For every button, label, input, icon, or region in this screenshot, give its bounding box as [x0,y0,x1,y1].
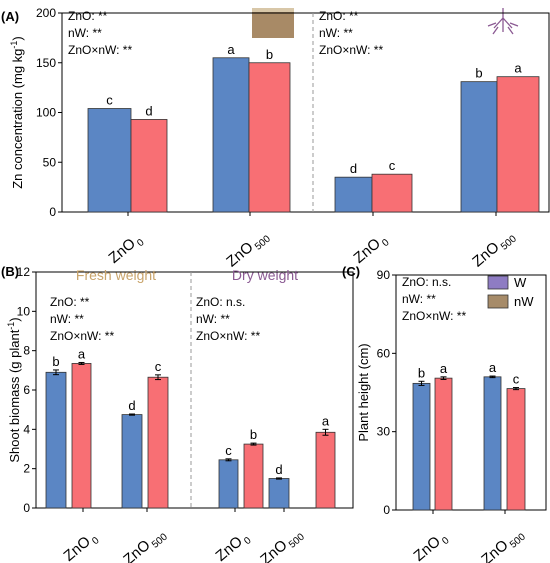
x-category-label: ZnO500 [478,524,528,563]
significance-letter: c [513,372,520,387]
bar-W [334,176,373,213]
y-tick-label: 0 [383,503,390,517]
significance-letter: a [440,361,448,376]
stats-right: ZnO×nW: ** [319,43,383,57]
bar-nW [371,173,413,213]
stats-right: nW: ** [196,312,230,326]
plot-frame [395,274,547,511]
legend-label-W: W [514,275,527,290]
stats: ZnO: n.s. [402,275,451,289]
y-tick-label: 0 [49,205,56,219]
stats-left: nW: ** [68,26,102,40]
y-tick-label: 200 [36,6,56,20]
x-category-label: ZnO500 [469,226,519,272]
significance-letter: a [78,346,86,361]
stats-left: ZnO: ** [50,295,90,309]
x-category-label: ZnO500 [257,524,307,563]
y-tick-label: 60 [377,346,391,360]
panel-c: (C) 0 30 60 90 Plant height (cm) ZnO: n.s. nW: … [342,264,547,563]
bar-W [212,57,250,213]
legend-swatch-nW [487,294,509,309]
subtitle-fresh-weight: Fresh weight [76,267,156,283]
bar-nW [248,62,291,213]
y-tick-label: 0 [23,501,30,515]
y-tick-label: 6 [23,383,30,397]
significance-letter: b [250,427,257,442]
subtitle-dry-weight: Dry weight [232,267,298,283]
significance-letter: b [475,66,482,81]
legend-label-nW: nW [514,294,534,309]
bar-W [45,371,67,509]
y-tick-label: 10 [17,304,31,318]
significance-letter: a [514,61,522,76]
significance-letter: d [145,103,152,118]
significance-letter: a [322,413,330,428]
x-category-label: ZnO0 [61,528,102,563]
significance-letter: b [52,354,59,369]
x-category-label: ZnO0 [213,528,254,563]
y-tick-label: 4 [23,422,30,436]
significance-letter: d [275,462,282,477]
y-tick-label: 30 [377,425,391,439]
bar-W [483,376,502,511]
bar-nW [147,376,169,509]
y-tick-label: 90 [377,268,391,282]
bar-W [121,414,143,509]
stats-right: ZnO: ** [319,9,359,23]
panel-label: (C) [342,264,360,279]
significance-letter: c [225,443,232,458]
y-tick-label: 12 [17,265,31,279]
panel-a: (A) 0 50 100 150 200 Zn concentration (mg kg-1… [1,6,550,272]
bar-W [268,478,290,509]
stats-left: nW: ** [50,312,84,326]
bar-W [412,382,431,511]
y-axis-label: Plant height (cm) [356,343,371,441]
x-category-label: ZnO500 [120,524,170,563]
panel-label: (B) [1,264,19,279]
y-axis-label: Shoot biomass (g plant-1) [6,317,22,462]
stats-right: ZnO×nW: ** [196,329,260,343]
bar-W [460,81,498,213]
significance-letter: d [128,398,135,413]
bar-W [87,108,132,213]
stats-left: ZnO×nW: ** [50,329,114,343]
bar-nW [71,363,92,509]
x-category-label: ZnO500 [223,226,273,272]
significance-letter: c [155,359,162,374]
x-category-label: ZnO0 [411,528,452,563]
significance-letter: d [350,161,357,176]
legend-swatch-W [487,275,509,290]
stats: nW: ** [402,292,436,306]
y-tick-label: 100 [36,106,56,120]
stats-left: ZnO×nW: ** [68,43,132,57]
bar-nW [130,119,168,213]
panel-label: (A) [1,9,19,24]
y-tick-label: 2 [23,462,30,476]
stats-left: ZnO: ** [68,9,108,23]
stats: ZnO×nW: ** [402,309,466,323]
bar-nW [434,377,453,511]
bar-nW [506,388,526,511]
y-tick-label: 8 [23,344,30,358]
significance-letter: b [266,47,273,62]
root-icon [487,8,519,35]
significance-letter: a [227,42,235,57]
significance-letter: c [106,93,113,108]
significance-letter: a [489,360,497,375]
stats-right: nW: ** [319,26,353,40]
panel-b: (B) 0 2 4 6 8 10 12 Shoot biomass (g plant-1) Fre… [1,264,354,563]
significance-letter: c [389,158,396,173]
x-category-label: ZnO0 [106,230,147,269]
stats-right: ZnO: n.s. [196,295,245,309]
y-axis-label: Zn concentration (mg kg-1) [9,36,25,189]
significance-letter: b [418,365,425,380]
bar-nW [496,76,540,213]
bar-nW [315,431,336,509]
bar-nW [243,443,264,509]
y-tick-label: 50 [43,155,57,169]
bar-W [218,459,239,509]
y-tick-label: 150 [36,56,56,70]
